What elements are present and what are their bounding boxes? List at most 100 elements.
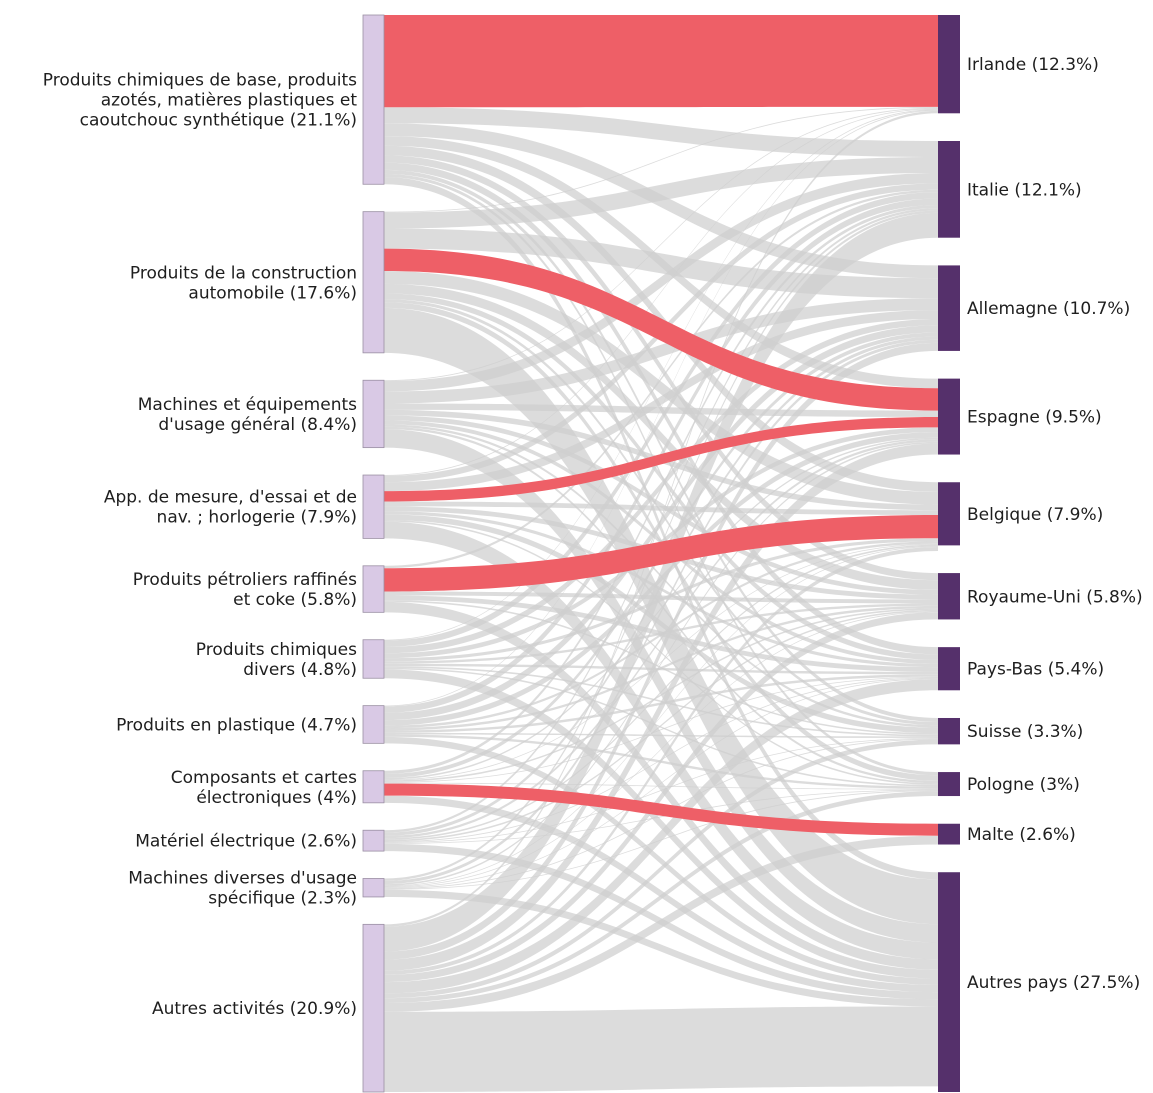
flow-auto-all [384,228,938,299]
target-node-ita[interactable] [938,141,960,238]
source-node-elec[interactable] [362,829,385,852]
source-label-line: Produits chimiques de base, produits [43,71,357,91]
source-label-line: Produits en plastique (4.7%) [116,715,357,735]
flow-auto-bel [384,271,938,505]
source-label-line: spécifique (2.3%) [208,889,357,909]
source-node-machd[interactable] [362,878,385,898]
flow-chim-irl-highlight [384,15,938,108]
flow-mach-ita [384,172,938,392]
flow-plast-all [384,325,938,721]
node-layer [362,14,960,1093]
flow-auto-ita [384,156,938,229]
target-label-pol: Pologne (3%) [967,775,1080,795]
flow-chimd-sui [384,666,938,737]
source-node-auto[interactable] [362,211,385,354]
source-label-line: caoutchouc synthétique (21.1%) [80,111,357,131]
flow-machd-bel [384,546,938,887]
flow-autres-pol [384,791,938,1003]
flow-autres-mal [384,835,938,1012]
flow-chim-ru [384,155,938,581]
source-node-mach[interactable] [362,379,385,449]
source-label-elec: Matériel électrique (2.6%) [135,832,357,852]
flow-machd-ru [384,611,938,888]
source-label-line: Produits chimiques [196,640,357,660]
flow-comp-bel [384,543,938,781]
flow-chim-ita [384,107,938,157]
source-node-comp[interactable] [362,770,385,804]
flow-mach-pol [384,426,938,784]
source-label-autres: Autres activités (20.9%) [152,999,357,1019]
source-node-plast[interactable] [362,705,385,744]
flow-plast-ru [384,605,938,731]
flow-autres-esp [384,443,938,971]
target-label-mal: Malte (2.6%) [967,825,1076,845]
source-node-petr[interactable] [362,565,385,613]
flow-mach-ap [384,429,938,943]
flow-comp-pol [384,782,938,790]
flow-chimd-bel [384,538,938,662]
flow-plast-bel [384,541,938,729]
flow-auto-ap [384,307,938,925]
source-label-plast: Produits en plastique (4.7%) [116,715,357,735]
flow-machd-ap [384,889,938,1007]
source-label-line: électroniques (4%) [196,788,357,808]
flow-auto-pb [384,293,938,660]
source-node-autres[interactable] [362,923,385,1093]
target-label-irl: Irlande (12.3%) [967,55,1099,75]
source-label-auto: Produits de la construction automobile (1… [130,263,357,303]
target-label-pb: Pays-Bas (5.4%) [967,660,1104,680]
source-label-comp: Composants et cartes électroniques (4%) [171,768,357,808]
flow-mes-all [384,310,938,492]
flow-autres-sui [384,739,938,999]
flow-chim-sui [384,169,938,722]
source-label-chimd: Produits chimiques divers (4.8%) [196,640,357,680]
flow-autres-pb [384,679,938,994]
source-node-mes[interactable] [362,474,385,539]
source-label-line: Machines et équipements [138,395,357,415]
target-node-pb[interactable] [938,647,960,691]
target-node-all[interactable] [938,265,960,351]
flow-mes-irl [384,108,938,476]
flow-chimd-ap [384,669,938,979]
source-label-line: automobile (17.6%) [188,283,357,303]
flow-elec-sui [384,737,938,844]
flow-petr-ita [384,189,938,569]
source-label-petr: Produits pétroliers raffinés et coke (5.8… [133,570,357,610]
flow-comp-mal-highlight [384,783,938,836]
flow-autres-all [384,342,938,960]
flow-comp-pb [384,676,938,783]
flow-auto-sui [384,299,938,726]
flow-comp-ru [384,608,938,782]
source-label-line: Composants et cartes [171,768,357,788]
flow-mes-ap [384,521,938,960]
source-label-mach: Machines et équipements d'usage général (… [138,395,357,435]
target-node-mal[interactable] [938,823,960,845]
source-label-line: Autres activités (20.9%) [152,999,357,1019]
source-label-line: Matériel électrique (2.6%) [135,832,357,852]
flow-auto-irl [384,106,938,213]
flow-auto-esp-highlight [384,248,938,411]
target-label-ap: Autres pays (27.5%) [967,973,1140,993]
target-node-bel[interactable] [938,482,960,546]
flow-plast-ap [384,736,938,985]
target-node-esp[interactable] [938,378,960,455]
source-node-chim[interactable] [362,14,385,185]
flow-comp-esp [384,437,938,780]
target-node-irl[interactable] [938,15,960,114]
source-label-line: et coke (5.8%) [233,590,357,610]
flow-elec-ita [384,208,938,833]
flow-auto-ru [384,283,938,590]
flow-autres-bel [384,546,938,975]
target-node-ap[interactable] [938,872,960,1092]
target-node-ru[interactable] [938,573,960,620]
flow-autres-irl [384,110,938,927]
target-node-sui[interactable] [938,717,960,745]
source-label-line: Machines diverses d'usage [128,869,357,889]
flow-chimd-all [384,318,938,654]
target-label-ru: Royaume-Uni (5.8%) [967,587,1143,607]
flow-machd-pb [384,678,938,889]
target-node-pol[interactable] [938,772,960,797]
flow-autres-ru [384,612,938,983]
source-node-chimd[interactable] [362,639,385,679]
flow-mach-ru [384,415,938,595]
